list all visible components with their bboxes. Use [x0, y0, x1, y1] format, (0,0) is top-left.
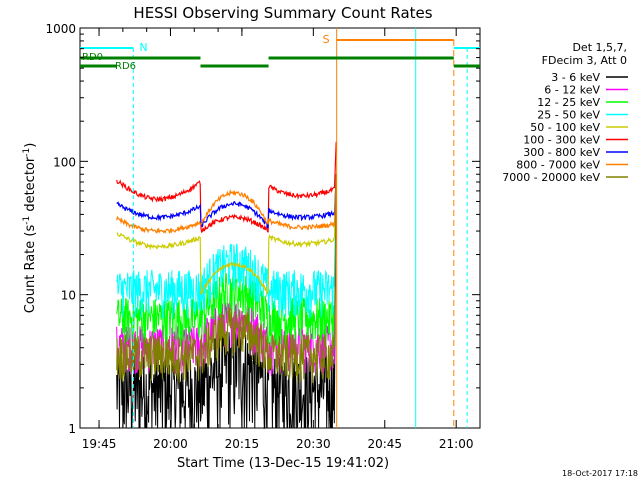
- x-axis-label: Start Time (13-Dec-15 19:41:02): [177, 456, 389, 471]
- chart-title: HESSI Observing Summary Count Rates: [133, 4, 432, 22]
- y-axis-label-sup1: -1: [22, 216, 32, 225]
- legend-label: 800 - 7000 keV: [516, 159, 600, 172]
- legend-label: 100 - 300 keV: [523, 134, 600, 147]
- y-axis-label-mid: detector: [23, 156, 38, 216]
- y-axis-label-sup2: -1: [22, 148, 32, 157]
- legend-label: 25 - 50 keV: [537, 109, 600, 122]
- y-axis-label-end: ): [23, 143, 38, 148]
- timestamp: 18-Oct-2017 17:18: [562, 469, 638, 478]
- y-tick-label: 1000: [45, 22, 76, 36]
- data-layer: [116, 141, 337, 430]
- series-line: [116, 174, 337, 347]
- x-tick-label: 20:45: [367, 437, 402, 451]
- y-axis-label: Count Rate (s-1 detector-1): [22, 143, 38, 314]
- x-tick-label: 19:45: [82, 437, 117, 451]
- saa-label: S: [323, 33, 330, 46]
- x-tick-label: 20:30: [296, 437, 331, 451]
- x-tick-label: 20:15: [225, 437, 260, 451]
- y-tick-label: 1: [68, 422, 76, 436]
- x-tick-label: 20:00: [153, 437, 188, 451]
- night-label: N: [139, 41, 147, 54]
- series-line: [116, 141, 337, 234]
- y-tick-label: 100: [53, 155, 76, 169]
- legend-header-2: FDecim 3, Att 0: [542, 54, 627, 67]
- y-axis-label-main: Count Rate (s: [23, 225, 38, 314]
- series-line: [116, 174, 337, 295]
- legend-label: 6 - 12 keV: [544, 84, 600, 97]
- legend-header-1: Det 1,5,7,: [572, 41, 627, 54]
- axis-layer: 19:45 20:00 20:15 20:30 20:45 21:00 1 10 100 1000: [45, 22, 480, 451]
- legend-label: 7000 - 20000 keV: [502, 171, 600, 184]
- legend-label: 300 - 800 keV: [523, 146, 600, 159]
- x-tick-label: 21:00: [439, 437, 474, 451]
- legend-label: 12 - 25 keV: [537, 96, 600, 109]
- annotation-layer: N S RD0 RD6: [80, 28, 480, 428]
- rd0-label: RD0: [82, 52, 103, 63]
- legend-label: 3 - 6 keV: [551, 71, 600, 84]
- legend-label: 50 - 100 keV: [530, 121, 600, 134]
- series-line: [116, 174, 337, 229]
- y-tick-label: 10: [61, 289, 76, 303]
- plot-frame: [79, 27, 481, 429]
- series-line: [116, 174, 337, 234]
- series-line: [116, 174, 337, 384]
- rd6-label: RD6: [115, 61, 136, 72]
